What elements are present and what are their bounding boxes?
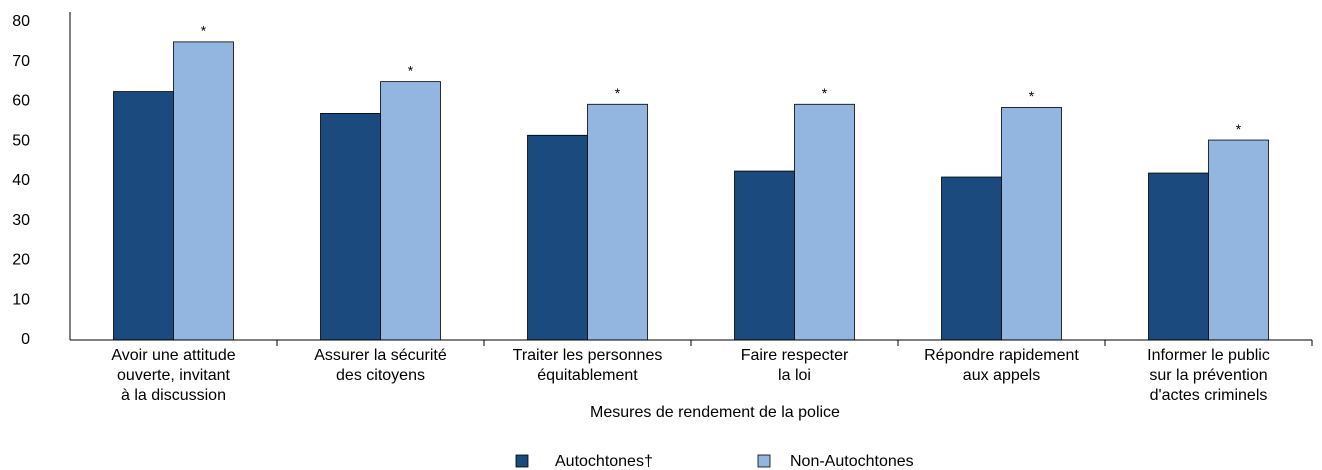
bar [1208,139,1269,341]
bar [1148,172,1209,341]
bar [794,103,855,341]
y-tick-label: 40 [12,172,30,189]
x-tick-label: d'actes criminels [1150,387,1268,404]
bar [734,170,795,341]
x-tick-label: la loi [778,367,811,384]
bar-annotation: * [1236,121,1242,137]
bar-annotation: * [408,62,414,78]
bar-annotation: * [615,85,621,101]
x-tick-label: sur la prévention [1149,367,1267,384]
legend-label: Autochtones† [555,453,653,470]
bar-annotation: * [1029,88,1035,104]
y-tick-label: 50 [12,132,30,149]
bar [527,134,588,341]
x-tick-label: Répondre rapidement [924,347,1079,364]
bar [941,176,1002,341]
x-tick-label: Informer le public [1147,347,1270,364]
x-tick-label: ouverte, invitant [117,367,231,384]
legend-label: Non-Autochtones [790,453,914,470]
bar [173,41,234,341]
bar [113,91,174,341]
y-tick-label: 10 [12,291,30,308]
bar-annotation: * [201,23,207,39]
y-tick-label: 70 [12,53,30,70]
y-tick-label: 80 [12,13,30,30]
legend-swatch [515,454,529,468]
y-tick-label: 20 [12,252,30,269]
x-tick-label: Faire respecter [741,347,849,364]
bar [380,81,441,341]
y-tick-label: 30 [12,212,30,229]
x-tick-label: aux appels [963,367,1040,384]
x-tick-label: Assurer la sécurité [314,347,447,364]
x-axis-label: Mesures de rendement de la police [590,404,840,421]
y-tick-label: 0 [21,331,30,348]
bar-annotation: * [822,85,828,101]
bar [587,103,648,341]
bar [1001,107,1062,341]
y-tick-label: 60 [12,93,30,110]
bar [320,113,381,341]
x-tick-label: Traiter les personnes [513,347,663,364]
legend-swatch [757,454,771,468]
x-tick-label: équitablement [537,367,638,384]
x-tick-label: Avoir une attitude [111,347,235,364]
x-tick-label: des citoyens [336,367,425,384]
x-tick-label: à la discussion [121,387,226,404]
